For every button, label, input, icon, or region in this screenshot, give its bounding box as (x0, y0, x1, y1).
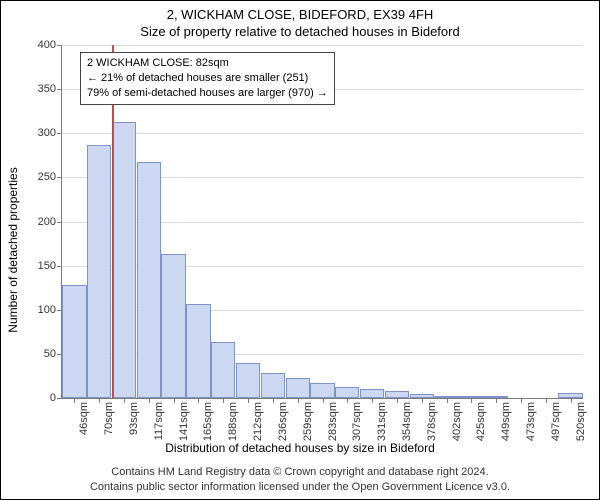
x-tick-label: 283sqm (327, 402, 339, 441)
x-tick-label: 117sqm (153, 402, 165, 440)
x-tick-label: 165sqm (202, 402, 214, 441)
x-tick-mark (198, 398, 199, 403)
x-tick-mark (74, 398, 75, 403)
x-tick-label: 70sqm (103, 402, 115, 435)
bar (112, 122, 136, 398)
x-tick-label: 449sqm (500, 402, 512, 441)
y-tick-label: 200 (38, 216, 62, 228)
x-tick-label: 307sqm (351, 402, 363, 441)
x-tick-mark (372, 398, 373, 403)
x-tick-mark (223, 398, 224, 403)
title-line-1: 2, WICKHAM CLOSE, BIDEFORD, EX39 4FH (1, 1, 599, 22)
x-tick-label: 188sqm (227, 402, 239, 441)
x-axis-title: Distribution of detached houses by size … (1, 441, 599, 455)
bar (360, 389, 384, 398)
x-tick-label: 331sqm (376, 402, 388, 441)
x-tick-label: 402sqm (451, 402, 463, 441)
gridline (62, 133, 583, 134)
info-box-line-3: 79% of semi-detached houses are larger (… (87, 86, 328, 101)
x-tick-mark (571, 398, 572, 403)
x-tick-label: 520sqm (575, 402, 587, 441)
x-tick-mark (347, 398, 348, 403)
gridline (62, 45, 583, 46)
x-tick-label: 141sqm (178, 402, 190, 441)
info-box: 2 WICKHAM CLOSE: 82sqm ← 21% of detached… (80, 52, 335, 105)
chart-area: 05010015020025030035040046sqm70sqm93sqm1… (61, 45, 583, 399)
x-tick-label: 93sqm (128, 402, 140, 435)
x-tick-mark (323, 398, 324, 403)
bar (186, 304, 210, 398)
x-tick-mark (447, 398, 448, 403)
footer: Contains HM Land Registry data © Crown c… (1, 465, 599, 495)
y-tick-label: 0 (50, 392, 62, 404)
x-tick-mark (546, 398, 547, 403)
x-tick-mark (397, 398, 398, 403)
x-tick-label: 497sqm (550, 402, 562, 441)
plot-area: 05010015020025030035040046sqm70sqm93sqm1… (61, 45, 583, 399)
x-tick-mark (273, 398, 274, 403)
bar (261, 373, 285, 398)
bar (385, 391, 409, 398)
x-tick-mark (422, 398, 423, 403)
y-tick-label: 300 (38, 127, 62, 139)
x-tick-label: 46sqm (78, 402, 90, 435)
x-tick-label: 212sqm (252, 402, 264, 441)
info-box-line-1: 2 WICKHAM CLOSE: 82sqm (87, 56, 328, 71)
x-tick-mark (99, 398, 100, 403)
x-tick-label: 425sqm (475, 402, 487, 441)
info-box-line-2: ← 21% of detached houses are smaller (25… (87, 71, 328, 86)
x-tick-mark (149, 398, 150, 403)
bar (87, 145, 111, 398)
x-tick-mark (248, 398, 249, 403)
x-tick-mark (496, 398, 497, 403)
x-tick-label: 236sqm (277, 402, 289, 441)
y-tick-label: 350 (38, 83, 62, 95)
x-tick-label: 259sqm (302, 402, 314, 441)
y-tick-label: 400 (38, 39, 62, 51)
x-tick-mark (174, 398, 175, 403)
bar (286, 378, 310, 398)
bar (62, 285, 86, 398)
x-tick-mark (298, 398, 299, 403)
x-tick-mark (521, 398, 522, 403)
x-tick-label: 473sqm (525, 402, 537, 441)
bar (310, 383, 334, 398)
x-tick-label: 378sqm (426, 402, 438, 441)
footer-line-2: Contains public sector information licen… (1, 480, 599, 495)
y-axis-title: Number of detached properties (6, 167, 20, 332)
chart-container: 2, WICKHAM CLOSE, BIDEFORD, EX39 4FH Siz… (0, 0, 600, 500)
y-tick-label: 150 (38, 260, 62, 272)
bar (236, 363, 260, 398)
x-tick-mark (124, 398, 125, 403)
y-tick-label: 50 (44, 348, 62, 360)
x-tick-mark (471, 398, 472, 403)
bar (137, 162, 161, 399)
y-tick-label: 250 (38, 171, 62, 183)
title-line-2: Size of property relative to detached ho… (1, 22, 599, 39)
footer-line-1: Contains HM Land Registry data © Crown c… (1, 465, 599, 480)
bar (211, 342, 235, 398)
x-tick-label: 354sqm (401, 402, 413, 441)
bar (335, 387, 359, 398)
bar (161, 254, 185, 398)
y-tick-label: 100 (38, 304, 62, 316)
